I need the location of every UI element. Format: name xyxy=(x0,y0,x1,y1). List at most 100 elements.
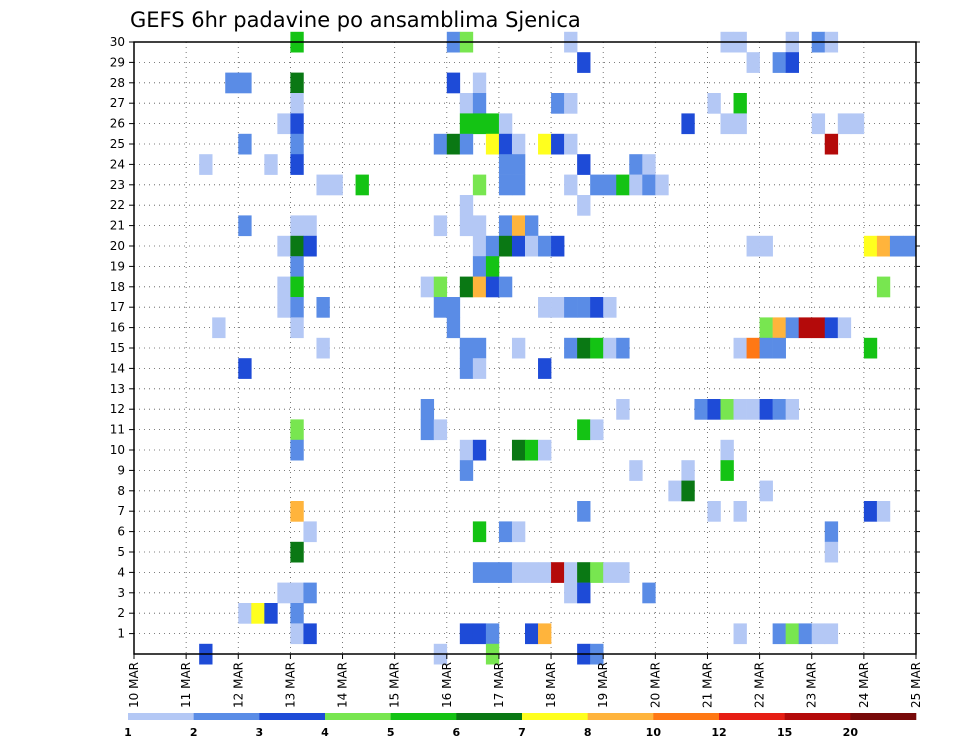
heatmap-cell xyxy=(798,317,813,339)
heatmap-cell xyxy=(498,133,513,155)
heatmap-cell xyxy=(590,337,604,359)
y-tick-label: 22 xyxy=(110,198,125,212)
heatmap-cell xyxy=(681,480,695,502)
heatmap-cell xyxy=(746,337,760,359)
heatmap-cell xyxy=(629,460,643,481)
heatmap-cell xyxy=(238,603,252,624)
heatmap-cell xyxy=(459,133,474,155)
heatmap-cell xyxy=(902,235,917,257)
heatmap-cell xyxy=(472,276,487,298)
x-tick-label: 10 MAR xyxy=(127,662,141,708)
heatmap-cell xyxy=(303,623,317,645)
heatmap-cell xyxy=(785,317,799,339)
heatmap-cell xyxy=(420,399,435,420)
y-tick-label: 13 xyxy=(110,382,125,396)
heatmap-cell xyxy=(277,297,291,318)
heatmap-cell xyxy=(303,235,317,257)
legend-label: 10 xyxy=(646,726,662,739)
x-tick-label: 12 MAR xyxy=(231,662,245,708)
heatmap-cell xyxy=(472,562,487,583)
x-tick-label: 11 MAR xyxy=(179,662,193,708)
heatmap-cell xyxy=(538,133,552,155)
y-tick-label: 4 xyxy=(117,565,125,579)
y-axis: 1234567891011121314151617181920212223242… xyxy=(110,35,920,641)
heatmap-cell xyxy=(511,439,526,461)
heatmap-cell xyxy=(316,297,330,318)
legend-swatch xyxy=(390,713,457,720)
heatmap-cell xyxy=(290,113,304,135)
heatmap-cell xyxy=(498,154,513,175)
heatmap-cell xyxy=(277,235,291,257)
heatmap-cell xyxy=(824,541,839,563)
heatmap-cell xyxy=(290,133,304,155)
y-tick-label: 6 xyxy=(117,525,125,539)
heatmap-cell xyxy=(746,52,760,73)
heatmap-cell xyxy=(303,521,317,543)
heatmap-cell xyxy=(290,256,304,277)
heatmap-cell xyxy=(485,623,500,645)
heatmap-cell xyxy=(551,562,565,583)
x-tick-label: 23 MAR xyxy=(805,662,819,708)
heatmap-cell xyxy=(538,623,552,645)
heatmap-cell xyxy=(212,317,226,339)
heatmap-cell xyxy=(564,562,578,583)
heatmap-cell xyxy=(876,235,891,257)
y-tick-label: 27 xyxy=(110,96,125,110)
x-tick-label: 22 MAR xyxy=(753,662,767,708)
heatmap-cell xyxy=(590,297,604,318)
y-tick-label: 16 xyxy=(110,321,125,335)
heatmap-cell xyxy=(525,235,539,257)
heatmap-cell xyxy=(811,623,826,645)
x-axis: 10 MAR 11 MAR 12 MAR 13 MAR 14 MAR 15 MAR 16 M… xyxy=(127,654,923,708)
heatmap-cell xyxy=(707,93,721,114)
y-tick-label: 29 xyxy=(110,55,125,69)
heatmap-cell xyxy=(290,317,304,339)
chart-title: GEFS 6hr padavine po ansamblima Sjenica xyxy=(130,8,581,32)
y-tick-label: 11 xyxy=(110,423,125,437)
heatmap-cell xyxy=(538,358,552,379)
legend-swatch xyxy=(850,713,917,720)
heatmap-cell xyxy=(238,215,252,237)
heatmap-cell xyxy=(629,154,643,175)
heatmap-cell xyxy=(511,521,526,543)
legend-swatch xyxy=(259,713,326,720)
heatmap-cell xyxy=(590,419,604,441)
legend-label: 8 xyxy=(584,726,592,739)
heatmap-cell xyxy=(511,133,526,155)
heatmap-cell xyxy=(498,276,513,298)
heatmap-cell xyxy=(329,174,343,196)
heatmap-cell xyxy=(472,623,487,645)
heatmap-cell xyxy=(577,562,591,583)
heatmap-cell xyxy=(733,399,747,420)
legend-swatch xyxy=(784,713,851,720)
heatmap-cell xyxy=(707,501,721,522)
heatmap-cell xyxy=(355,174,369,196)
y-tick-label: 14 xyxy=(110,361,125,375)
heatmap-cell xyxy=(642,174,656,196)
heatmap-cell xyxy=(446,72,461,94)
y-tick-label: 9 xyxy=(117,463,125,477)
heatmap-cell xyxy=(238,72,252,94)
heatmap-cell xyxy=(472,113,487,135)
heatmap-cell xyxy=(616,562,630,583)
heatmap-cell xyxy=(551,133,565,155)
heatmap-cell xyxy=(811,113,826,135)
heatmap-cell xyxy=(759,317,773,339)
heatmap-cell xyxy=(525,439,539,461)
heatmap-cell xyxy=(759,235,773,257)
heatmap-cell xyxy=(733,623,747,645)
heatmap-cell xyxy=(759,337,773,359)
y-tick-label: 17 xyxy=(110,300,125,314)
heatmap-cell xyxy=(811,317,826,339)
heatmap-cell xyxy=(511,337,526,359)
heatmap-cell xyxy=(485,235,500,257)
legend-label: 12 xyxy=(711,726,726,739)
heatmap-cell xyxy=(525,623,539,645)
heatmap-cell xyxy=(577,501,591,522)
heatmap-cell xyxy=(681,113,695,135)
y-tick-label: 8 xyxy=(117,484,125,498)
heatmap-cell xyxy=(785,623,799,645)
legend-swatch xyxy=(587,713,654,720)
heatmap-cell xyxy=(577,582,591,604)
